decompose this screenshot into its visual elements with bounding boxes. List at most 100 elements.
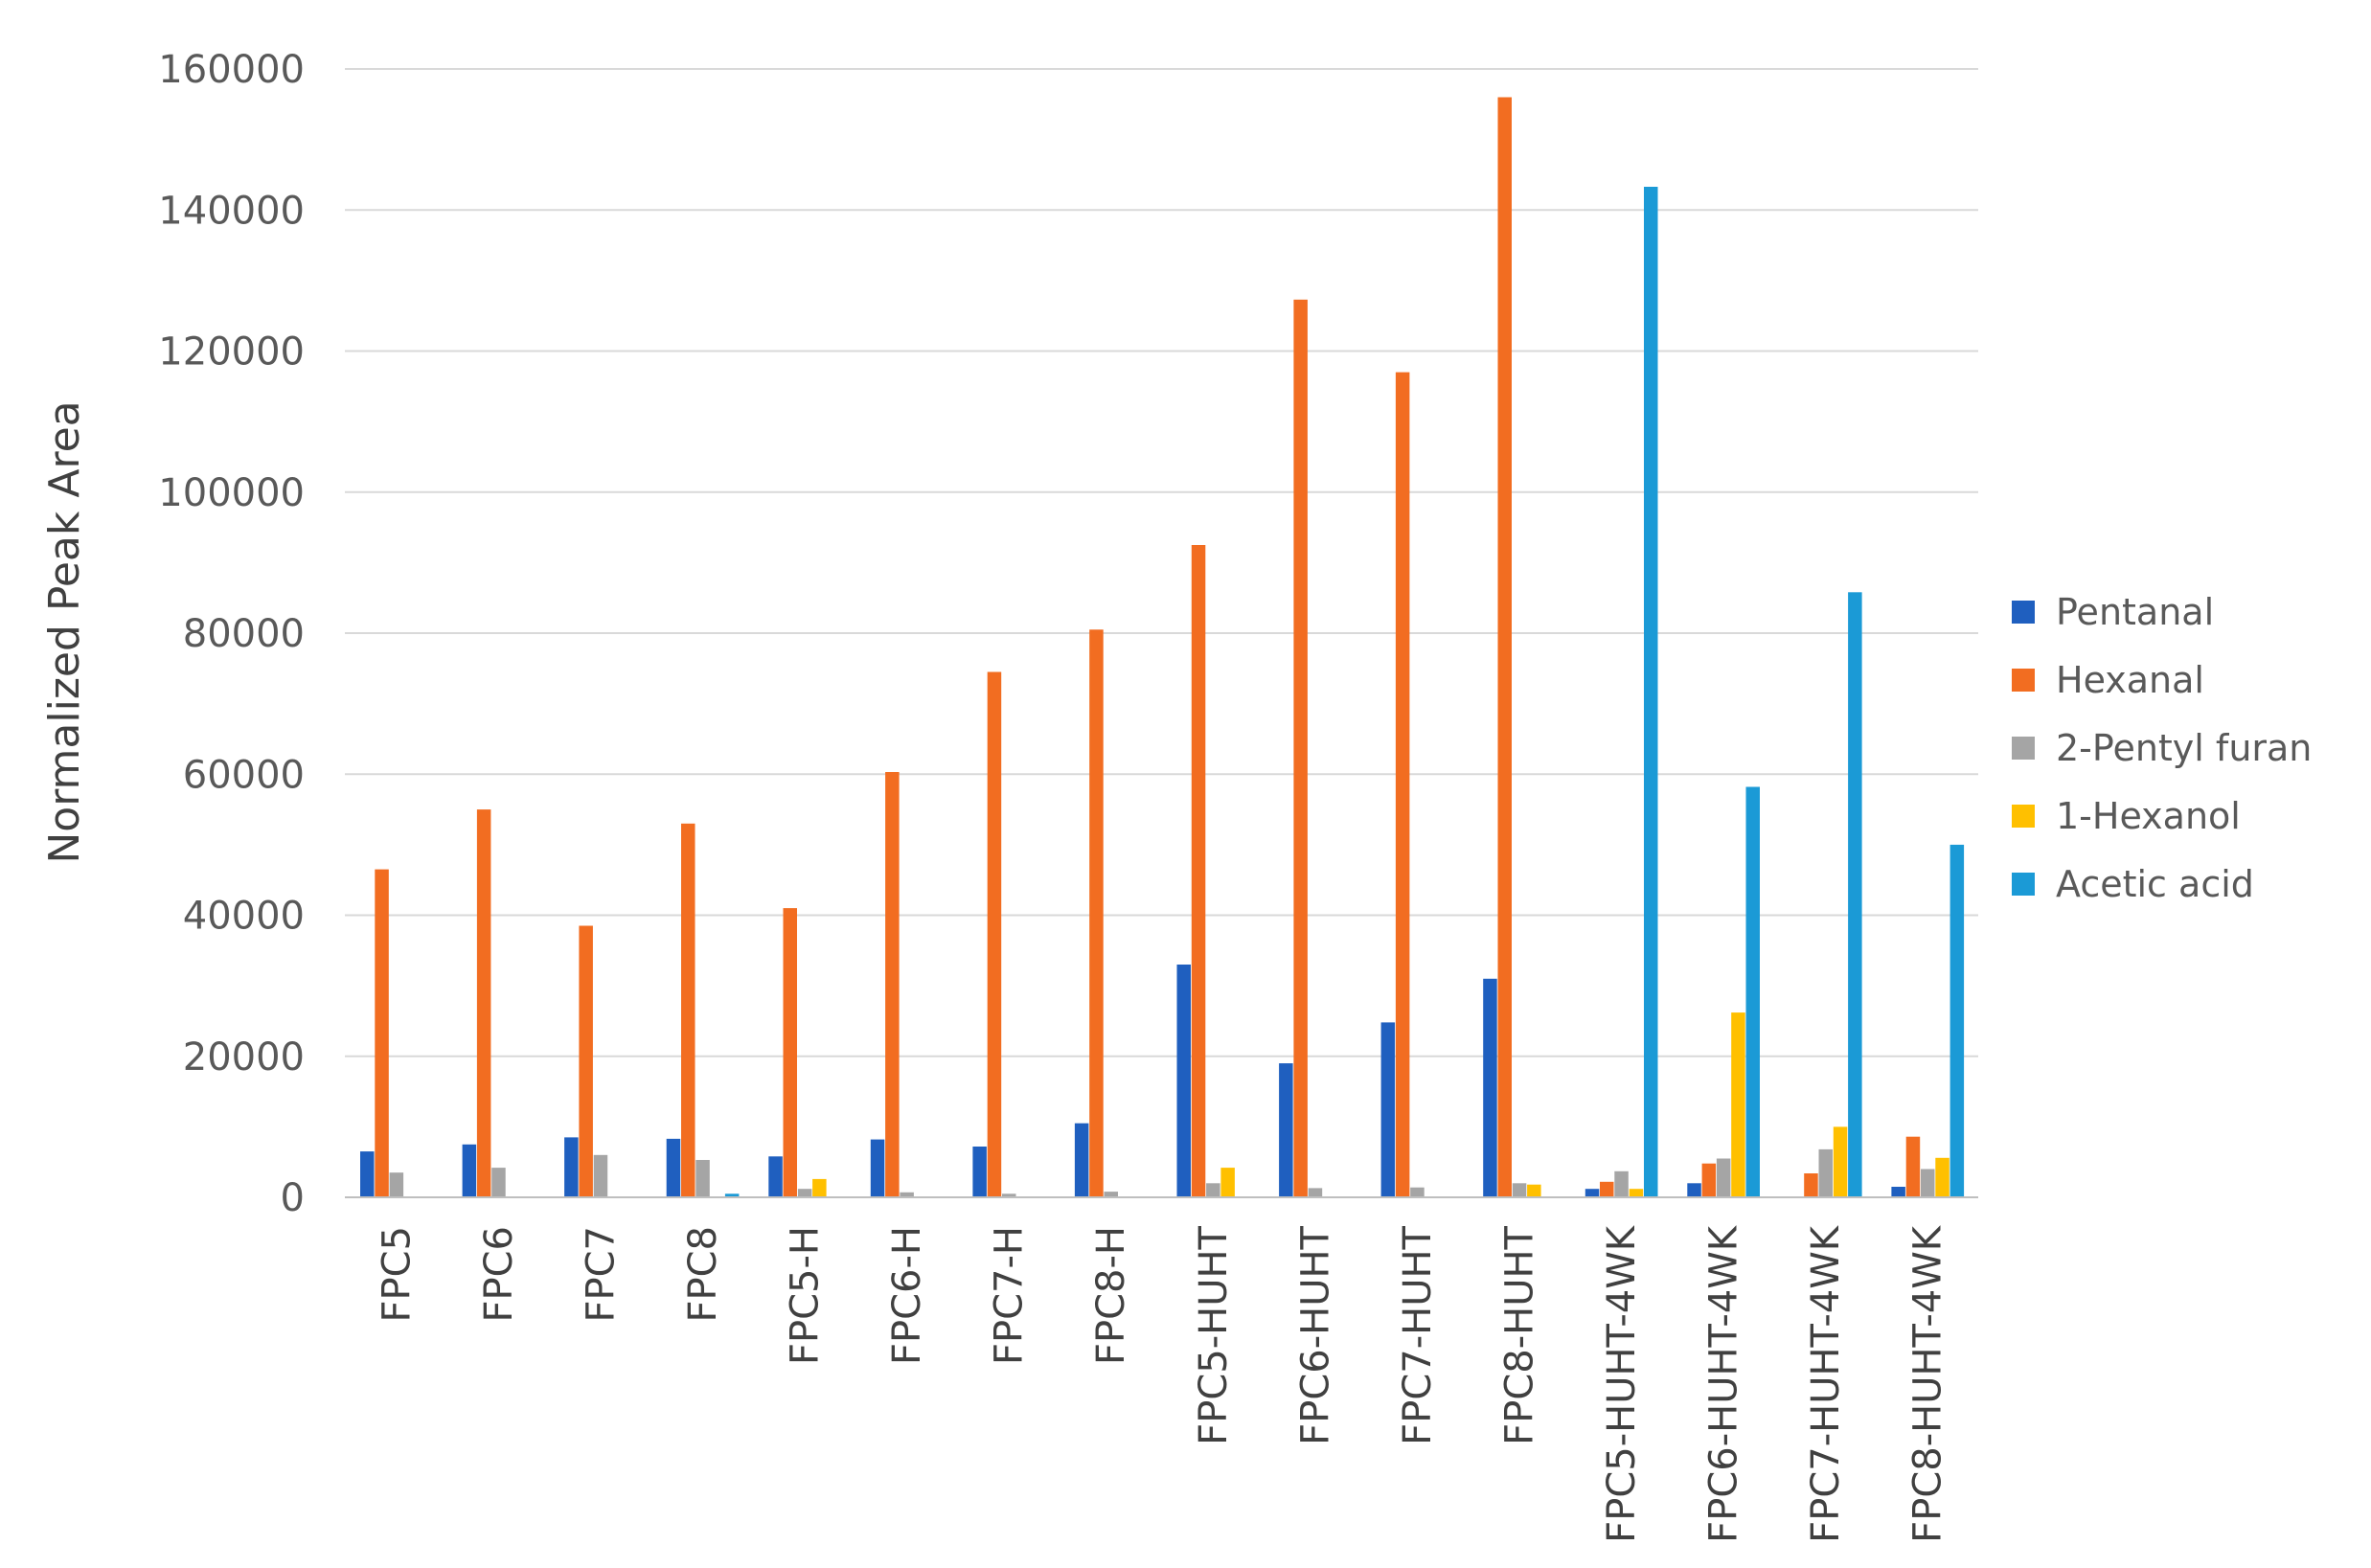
bar-2-pentyl-furan-fpc7-h: [1002, 1193, 1016, 1197]
bar-2-pentyl-furan-fpc7-huht-4wk: [1818, 1148, 1833, 1197]
y-tick-label: 140000: [158, 189, 305, 233]
x-tick-label: FPC5-H: [784, 1226, 828, 1365]
legend-swatch: [2012, 601, 2035, 624]
y-tick-label: 100000: [158, 471, 305, 515]
x-tick-label: FPC7-HUHT: [1396, 1225, 1440, 1444]
bar-1-hexanol-fpc8-huht: [1527, 1184, 1541, 1197]
legend-label: Pentanal: [2056, 591, 2214, 633]
bar-1-hexanol-fpc5-h: [812, 1178, 827, 1197]
bar-2-pentyl-furan-fpc5-huht-4wk: [1614, 1170, 1629, 1197]
legend-swatch: [2012, 805, 2035, 828]
bar-hexanal-fpc5-h: [783, 908, 797, 1197]
legend-label: Hexanal: [2056, 659, 2204, 701]
bar-1-hexanol-fpc7-huht-4wk: [1833, 1126, 1848, 1197]
y-tick-label: 40000: [183, 895, 305, 939]
labels: 0 20000 40000 60000 80000 100000 120000 140000 1…: [158, 48, 1949, 1543]
x-tick-label: FPC8-HUHT: [1498, 1225, 1542, 1444]
legend-swatch: [2012, 669, 2035, 692]
x-tick-label: FPC8: [681, 1226, 725, 1323]
bars: [360, 97, 1965, 1198]
bar-1-hexanol-fpc5-huht-4wk: [1629, 1189, 1644, 1197]
x-tick-label: FPC6: [477, 1226, 521, 1323]
bar-2-pentyl-furan-fpc8-huht: [1512, 1183, 1527, 1197]
bar-hexanal-fpc8-huht: [1497, 97, 1512, 1197]
y-tick-label: 20000: [183, 1035, 305, 1079]
bar-pentanal-fpc8-h: [1074, 1123, 1089, 1197]
bar-pentanal-fpc7-h: [972, 1147, 987, 1197]
bar-hexanal-fpc7: [579, 925, 593, 1197]
bar-2-pentyl-furan-fpc5-huht: [1206, 1183, 1220, 1197]
bar-hexanal-fpc7-huht-4wk: [1804, 1173, 1818, 1197]
bar-hexanal-fpc6-h: [885, 772, 900, 1197]
bar-pentanal-fpc6-huht: [1279, 1063, 1293, 1197]
bar-2-pentyl-furan-fpc8: [695, 1160, 710, 1197]
bar-hexanal-fpc8-h: [1089, 629, 1104, 1197]
bar-2-pentyl-furan-fpc6: [491, 1168, 506, 1197]
bar-pentanal-fpc6: [462, 1144, 477, 1197]
y-tick-label: 80000: [183, 612, 305, 656]
x-tick-label: FPC7-H: [988, 1226, 1032, 1365]
bar-hexanal-fpc8: [681, 823, 695, 1197]
bar-hexanal-fpc7-h: [987, 671, 1002, 1197]
legend-swatch: [2012, 737, 2035, 760]
bar-2-pentyl-furan-fpc5: [389, 1172, 404, 1197]
bar-2-pentyl-furan-fpc5-h: [797, 1189, 812, 1197]
bar-pentanal-fpc6-h: [870, 1139, 885, 1197]
legend-swatch: [2012, 873, 2035, 896]
bar-acetic-acid-fpc8: [724, 1193, 740, 1197]
x-tick-label: FPC5-HUHT-4WK: [1600, 1224, 1644, 1543]
bar-pentanal-fpc5-h: [768, 1156, 783, 1197]
y-tick-label: 0: [281, 1176, 305, 1220]
gridlines: [345, 68, 1978, 1057]
legend: Pentanal Hexanal 2-Pentyl furan 1-Hexanol Ac…: [2012, 591, 2312, 905]
bar-hexanal-fpc5: [375, 869, 389, 1197]
bar-hexanal-fpc6: [476, 809, 491, 1197]
bar-2-pentyl-furan-fpc6-huht-4wk: [1716, 1158, 1731, 1197]
bar-hexanal-fpc8-huht-4wk: [1905, 1136, 1921, 1197]
bar-hexanal-fpc5-huht-4wk: [1600, 1181, 1614, 1197]
bar-acetic-acid-fpc7-huht-4wk: [1848, 592, 1862, 1197]
bar-1-hexanol-fpc6-huht-4wk: [1731, 1012, 1745, 1197]
y-tick-label: 160000: [158, 48, 305, 92]
bar-2-pentyl-furan-fpc6-huht: [1308, 1188, 1323, 1197]
x-tick-label: FPC7-HUHT-4WK: [1804, 1224, 1848, 1543]
bar-hexanal-fpc6-huht-4wk: [1701, 1163, 1717, 1197]
bar-pentanal-fpc8-huht: [1483, 978, 1497, 1197]
bar-hexanal-fpc5-huht: [1191, 545, 1206, 1197]
bar-2-pentyl-furan-fpc7: [593, 1154, 608, 1197]
bar-pentanal-fpc6-huht-4wk: [1687, 1183, 1701, 1197]
x-tick-label: FPC8-H: [1089, 1226, 1133, 1365]
legend-label: 1-Hexanol: [2056, 795, 2241, 837]
bar-hexanal-fpc7-huht: [1395, 372, 1410, 1198]
x-tick-label: FPC8-HUHT-4WK: [1906, 1224, 1950, 1543]
x-tick-label: FPC5: [375, 1226, 419, 1323]
x-tick-label: FPC7: [579, 1226, 623, 1323]
bar-2-pentyl-furan-fpc7-huht: [1410, 1187, 1425, 1197]
x-tick-label: FPC6-HUHT: [1293, 1225, 1337, 1444]
legend-label: Acetic acid: [2056, 863, 2254, 905]
bar-2-pentyl-furan-fpc6-h: [900, 1192, 914, 1197]
bar-2-pentyl-furan-fpc8-h: [1104, 1192, 1118, 1197]
bar-acetic-acid-fpc6-huht-4wk: [1745, 786, 1760, 1197]
y-axis-title: Normalized Peak Area: [40, 400, 89, 863]
bar-1-hexanol-fpc8-huht-4wk: [1935, 1157, 1949, 1197]
bar-acetic-acid-fpc5-huht-4wk: [1644, 187, 1658, 1197]
bar-pentanal-fpc5: [360, 1151, 375, 1197]
y-tick-label: 60000: [183, 753, 305, 797]
bar-2-pentyl-furan-fpc8-huht-4wk: [1921, 1169, 1935, 1197]
legend-label: 2-Pentyl furan: [2056, 727, 2312, 769]
x-tick-label: FPC6-HUHT-4WK: [1702, 1224, 1746, 1543]
x-tick-label: FPC5-HUHT: [1192, 1225, 1236, 1444]
bar-1-hexanol-fpc5-huht: [1220, 1168, 1235, 1197]
bar-hexanal-fpc6-huht: [1293, 299, 1308, 1197]
bar-pentanal-fpc8: [666, 1138, 681, 1197]
bar-pentanal-fpc5-huht: [1176, 965, 1191, 1197]
bar-acetic-acid-fpc8-huht-4wk: [1949, 844, 1965, 1197]
bar-pentanal-fpc5-huht-4wk: [1584, 1189, 1600, 1197]
bar-pentanal-fpc7-huht: [1380, 1022, 1396, 1197]
x-tick-label: FPC6-H: [885, 1226, 929, 1365]
bar-pentanal-fpc7: [564, 1137, 579, 1197]
y-tick-label: 120000: [158, 330, 305, 375]
